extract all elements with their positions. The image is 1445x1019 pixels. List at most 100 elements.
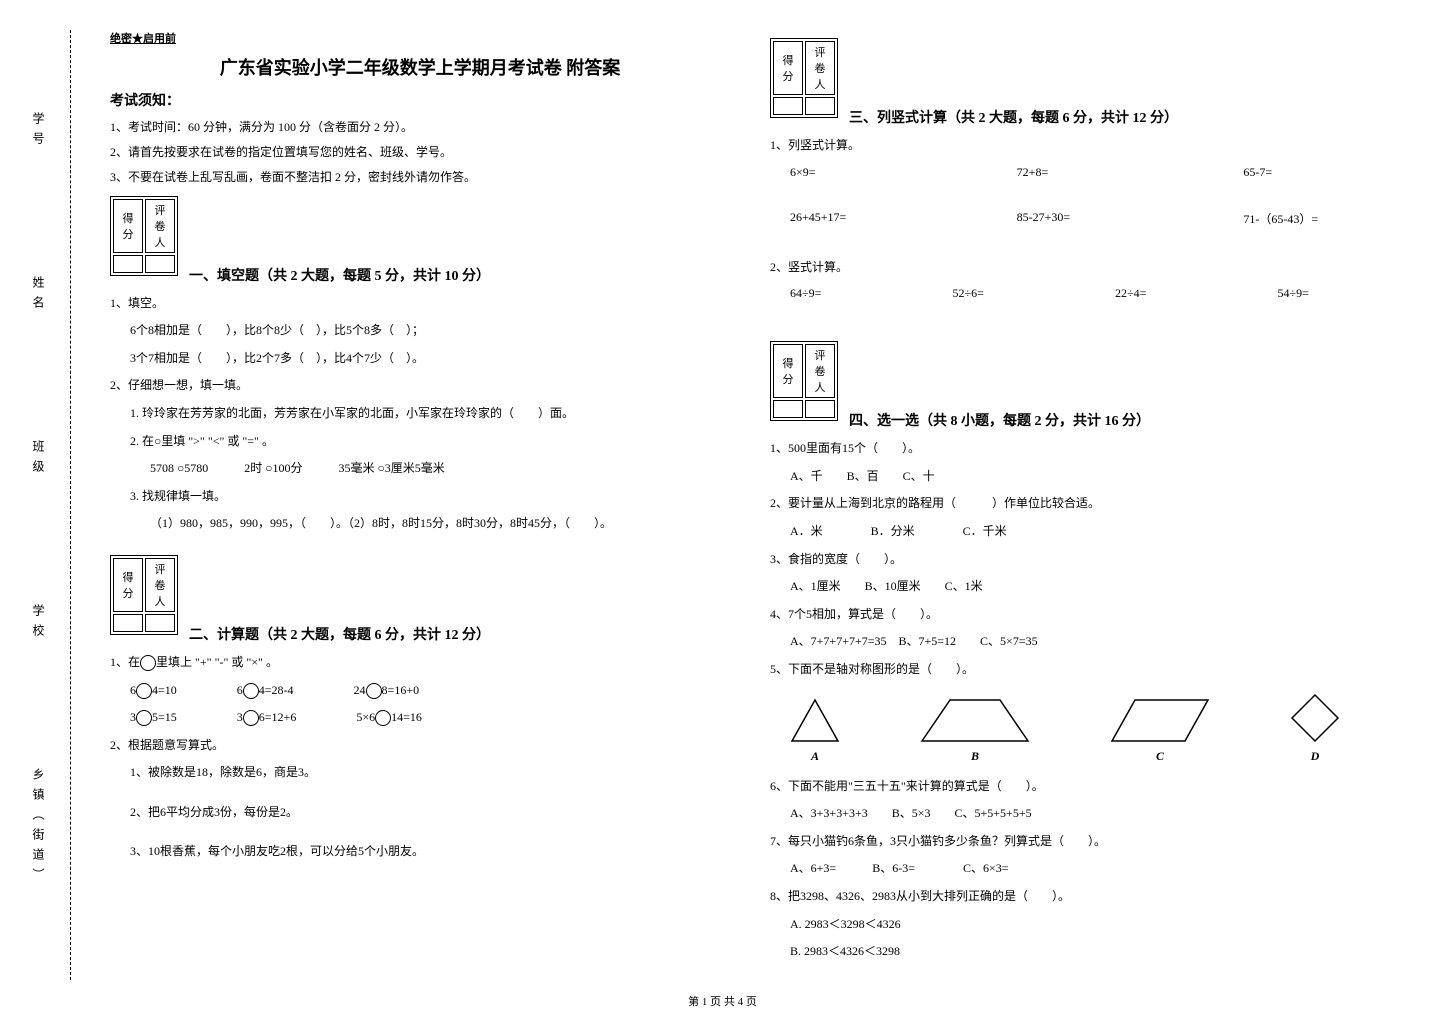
calc-item: 6×9=	[790, 165, 937, 180]
grader-label: 评卷人	[805, 41, 835, 95]
section-1-title: 一、填空题（共 2 大题，每题 5 分，共计 10 分）	[189, 265, 490, 285]
s2-q2: 2、根据题意写算式。	[110, 735, 730, 757]
shape-d: D	[1290, 693, 1340, 764]
score-cell	[113, 614, 143, 632]
s4-q3-opts: A、1厘米 B、10厘米 C、1米	[770, 576, 1390, 598]
shape-b: B	[920, 698, 1030, 764]
page-number: 第 1 页 共 4 页	[688, 993, 757, 1009]
left-column: 绝密★启用前 广东省实验小学二年级数学上学期月考试卷 附答案 考试须知： 1、考…	[110, 30, 730, 969]
vlabel: 学校	[30, 604, 47, 644]
calc-item: 22÷4=	[1115, 286, 1228, 301]
s4-q7-opts: A、6+3= B、6-3= C、6×3=	[770, 858, 1390, 880]
s4-q1: 1、500里面有15个（ ）。	[770, 438, 1390, 460]
s4-q7: 7、每只小猫钓6条鱼，3只小猫钓多少条鱼？列算式是（ ）。	[770, 831, 1390, 853]
s1-q2: 2、仔细想一想，填一填。	[110, 375, 730, 397]
s4-q6: 6、下面不能用"三五十五"来计算的算式是（ ）。	[770, 776, 1390, 798]
s4-q2: 2、要计量从上海到北京的路程用（ ）作单位比较合适。	[770, 493, 1390, 515]
score-label: 得分	[773, 344, 803, 398]
vlabel: 班级	[30, 440, 47, 480]
s4-q5: 5、下面不是轴对称图形的是（ ）。	[770, 659, 1390, 681]
diamond-icon	[1290, 693, 1340, 743]
score-label: 得分	[113, 558, 143, 612]
section-4-title: 四、选一选（共 8 小题，每题 2 分，共计 16 分）	[849, 410, 1150, 430]
s1-q2b1: 5708 ○5780 2时 ○100分 35毫米 ○3厘米5毫米	[110, 458, 730, 480]
rule-1: 1、考试时间：60 分钟，满分为 100 分（含卷面分 2 分）。	[110, 118, 730, 137]
rule-3: 3、不要在试卷上乱写乱画，卷面不整洁扣 2 分，密封线外请勿作答。	[110, 168, 730, 187]
grader-cell	[145, 255, 175, 273]
grader-cell	[805, 97, 835, 115]
page-content: 绝密★启用前 广东省实验小学二年级数学上学期月考试卷 附答案 考试须知： 1、考…	[110, 30, 1410, 969]
score-cell	[773, 97, 803, 115]
s4-q2-opts: A．米 B．分米 C．千米	[770, 521, 1390, 543]
grader-cell	[145, 614, 175, 632]
s3-q2-row: 64÷9= 52÷6= 22÷4= 54÷9=	[790, 286, 1390, 301]
calc-item: 65-7=	[1243, 165, 1390, 180]
s3-q1: 1、列竖式计算。	[770, 135, 1390, 157]
calc-item: 52÷6=	[953, 286, 1066, 301]
s4-q6-opts: A、3+3+3+3+3 B、5×3 C、5+5+5+5+5	[770, 803, 1390, 825]
shape-label-a: A	[790, 749, 840, 764]
grader-cell	[805, 400, 835, 418]
calc-item: 54÷9=	[1278, 286, 1391, 301]
score-box: 得分评卷人	[110, 555, 178, 635]
section-2-header: 得分评卷人 二、计算题（共 2 大题，每题 6 分，共计 12 分）	[110, 555, 730, 644]
rules-title: 考试须知：	[110, 90, 730, 110]
section-3-header: 得分评卷人 三、列竖式计算（共 2 大题，每题 6 分，共计 12 分）	[770, 38, 1390, 127]
s1-q1: 1、填空。	[110, 293, 730, 315]
s1-q1a: 6个8相加是（ ），比8个8少（ ），比5个8多（ ）；	[110, 320, 730, 342]
s2-q2a: 1、被除数是18，除数是6，商是3。	[110, 762, 730, 784]
s1-q2a: 1. 玲玲家在芳芳家的北面，芳芳家在小军家的北面，小军家在玲玲家的（ ）面。	[110, 403, 730, 425]
score-box: 得分评卷人	[770, 341, 838, 421]
vlabel: 乡镇（街道）	[30, 768, 47, 888]
exam-title: 广东省实验小学二年级数学上学期月考试卷 附答案	[110, 54, 730, 80]
score-cell	[113, 255, 143, 273]
isoceles-trapezoid-icon	[920, 698, 1030, 743]
right-column: 得分评卷人 三、列竖式计算（共 2 大题，每题 6 分，共计 12 分） 1、列…	[770, 30, 1390, 969]
s1-q2c1: （1）980，985，990，995，（ ）。（2）8时，8时15分，8时30分…	[110, 513, 730, 535]
confidential-label: 绝密★启用前	[110, 30, 730, 46]
s1-q1b: 3个7相加是（ ），比2个7多（ ），比4个7少（ ）。	[110, 348, 730, 370]
s4-q4-opts: A、7+7+7+7+7=35 B、7+5=12 C、5×7=35	[770, 631, 1390, 653]
calc-item: 64÷9=	[790, 286, 903, 301]
s2-q2b: 2、把6平均分成3份，每份是2。	[110, 802, 730, 824]
shape-label-d: D	[1290, 749, 1340, 764]
s2-q1-row2: 35=15 36=12+6 5×614=16	[110, 707, 730, 729]
vlabel: 姓名	[30, 276, 47, 316]
shape-c: C	[1110, 698, 1210, 764]
parallelogram-icon	[1110, 698, 1210, 743]
grader-label: 评卷人	[145, 199, 175, 253]
s1-q2b: 2. 在○里填 ">" "<" 或 "=" 。	[110, 431, 730, 453]
score-box: 得分评卷人	[770, 38, 838, 118]
grader-label: 评卷人	[145, 558, 175, 612]
calc-item: 85-27+30=	[1017, 210, 1164, 227]
rule-2: 2、请首先按要求在试卷的指定位置填写您的姓名、班级、学号。	[110, 143, 730, 162]
shape-a: A	[790, 698, 840, 764]
shape-label-c: C	[1110, 749, 1210, 764]
s2-q1: 1、在里填上 "+" "-" 或 "×" 。	[110, 652, 730, 674]
shapes-row: A B C D	[770, 693, 1390, 764]
section-4-header: 得分评卷人 四、选一选（共 8 小题，每题 2 分，共计 16 分）	[770, 341, 1390, 430]
calc-item: 71-（65-43）=	[1243, 210, 1390, 227]
section-1-header: 得分评卷人 一、填空题（共 2 大题，每题 5 分，共计 10 分）	[110, 196, 730, 285]
vlabel: 学号	[30, 112, 47, 152]
s2-q1-row1: 64=10 64=28-4 248=16+0	[110, 680, 730, 702]
s4-q4: 4、7个5相加，算式是（ ）。	[770, 604, 1390, 626]
calc-item: 26+45+17=	[790, 210, 937, 227]
section-2-title: 二、计算题（共 2 大题，每题 6 分，共计 12 分）	[189, 624, 490, 644]
shape-label-b: B	[920, 749, 1030, 764]
seal-line	[70, 30, 71, 980]
s2-q2c: 3、10根香蕉，每个小朋友吃2根，可以分给5个小朋友。	[110, 841, 730, 863]
s1-q2c: 3. 找规律填一填。	[110, 486, 730, 508]
s3-q1-row2: 26+45+17= 85-27+30= 71-（65-43）=	[790, 210, 1390, 227]
s4-q8b: B. 2983＜4326＜3298	[770, 941, 1390, 963]
score-cell	[773, 400, 803, 418]
calc-item: 72+8=	[1017, 165, 1164, 180]
triangle-icon	[790, 698, 840, 743]
score-label: 得分	[773, 41, 803, 95]
s4-q8: 8、把3298、4326、2983从小到大排列正确的是（ ）。	[770, 886, 1390, 908]
s4-q1-opts: A、千 B、百 C、十	[770, 466, 1390, 488]
s4-q3: 3、食指的宽度（ ）。	[770, 549, 1390, 571]
score-label: 得分	[113, 199, 143, 253]
binding-labels: 学号 姓名 班级 学校 乡镇（街道）	[30, 50, 47, 950]
score-box: 得分评卷人	[110, 196, 178, 276]
